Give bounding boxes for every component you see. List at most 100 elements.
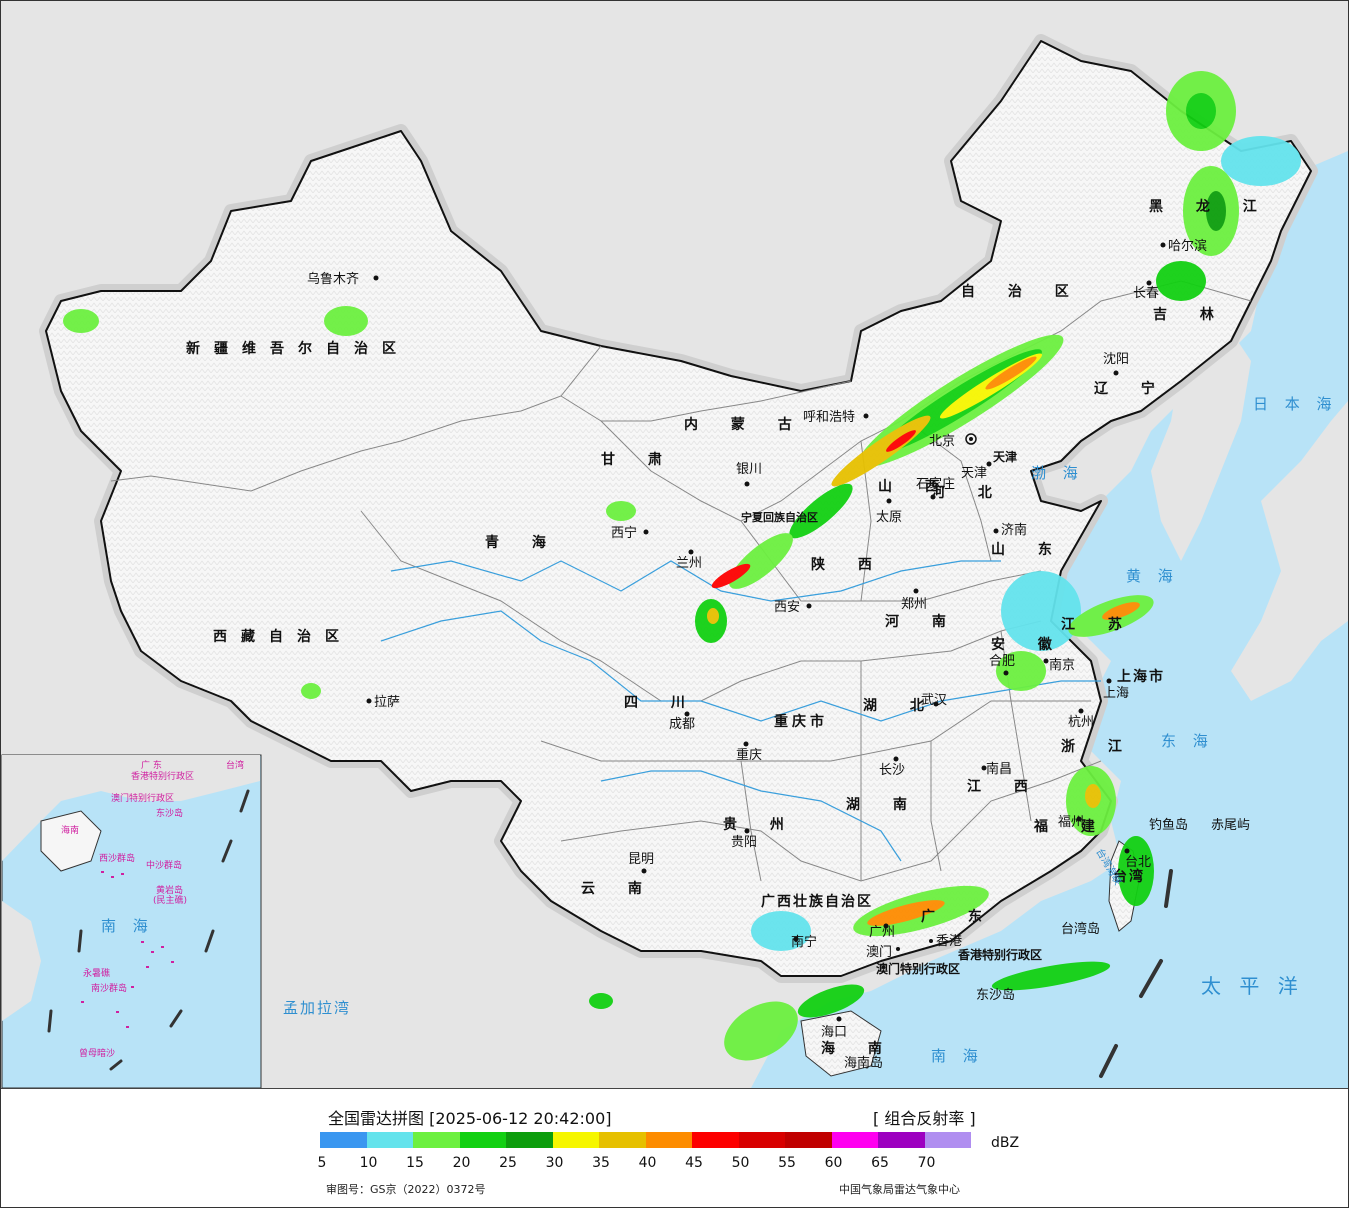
svg-text:香港: 香港 xyxy=(936,934,962,949)
province-jilin: 吉 林 xyxy=(1153,306,1228,323)
svg-text:济南: 济南 xyxy=(1001,522,1027,538)
province-shandong: 山 东 xyxy=(991,541,1066,558)
province-hubei: 湖 北 xyxy=(863,698,938,714)
legend-product: [ 组合反射率 ] xyxy=(873,1109,976,1128)
region-macau: 澳门特别行政区 xyxy=(876,961,960,976)
province-liaoning: 辽 宁 xyxy=(1094,380,1169,397)
city-hefei: 合肥 xyxy=(989,654,1015,676)
svg-text:西安: 西安 xyxy=(774,600,800,615)
china-land xyxy=(45,40,1312,977)
province-labels: 新疆维吾尔自治区 西藏自治区 青 海 甘 肃 内 蒙 古 自 治 区 黑 龙 江… xyxy=(186,198,1271,1057)
city-yinchuan: 银川 xyxy=(736,462,762,487)
city-shenyang: 沈阳 xyxy=(1103,352,1129,376)
sea-huanghai: 黄 海 xyxy=(1126,567,1179,585)
scale-swatch-4 xyxy=(506,1132,553,1148)
legend-unit: dBZ xyxy=(991,1135,1020,1151)
city-taiyuan: 太原 xyxy=(876,498,902,525)
inset-minzhu: (民主礁) xyxy=(153,894,187,906)
city-haikou: 海口 xyxy=(821,1016,847,1040)
svg-text:武汉: 武汉 xyxy=(921,693,947,708)
city-nanning: 南宁 xyxy=(791,934,817,950)
city-tianjin: 天津 xyxy=(961,461,992,481)
scale-swatch-13 xyxy=(924,1132,971,1148)
scale-swatch-8 xyxy=(692,1132,739,1148)
svg-text:成都: 成都 xyxy=(669,717,695,732)
sea-mengjialawan: 孟加拉湾 xyxy=(283,999,351,1017)
scale-swatch-9 xyxy=(738,1132,785,1148)
city-chongqing: 重庆 xyxy=(736,741,762,763)
scale-swatch-0 xyxy=(320,1132,367,1148)
scale-tick-25: 25 xyxy=(499,1155,517,1171)
city-zhengzhou: 郑州 xyxy=(901,588,927,612)
province-borders xyxy=(110,280,1252,882)
city-changsha: 长沙 xyxy=(879,756,905,778)
province-sichuan: 四 川 xyxy=(624,695,699,711)
svg-text:天津: 天津 xyxy=(961,466,987,481)
city-huhehaote: 呼和浩特 xyxy=(803,410,869,425)
city-taibei: 台北 xyxy=(1124,848,1151,870)
scale-swatch-5 xyxy=(552,1132,599,1148)
province-neimenggu-2: 自 治 区 xyxy=(961,283,1083,300)
inset-islands xyxy=(81,871,174,1028)
scale-tick-70: 70 xyxy=(917,1155,936,1171)
city-shijiazhuang: 石家庄 xyxy=(916,476,955,500)
svg-text:南宁: 南宁 xyxy=(791,934,817,950)
korea-japan-land xyxy=(1151,331,1348,701)
city-shanghai: 上海 xyxy=(1103,678,1129,701)
city-labels: 乌鲁木齐 拉萨 西宁 兰州 银川 呼和浩特 北京 天津 石家庄 太原 济南 郑州… xyxy=(307,238,1207,1040)
inset-macau: 澳门特别行政区 xyxy=(111,792,174,804)
legend-title: 全国雷达拼图 [2025-06-12 20:42:00] xyxy=(328,1109,612,1128)
svg-text:合肥: 合肥 xyxy=(989,654,1015,669)
inset-yongshu: 永暑礁 xyxy=(83,967,110,979)
island-taiwandao: 台湾岛 xyxy=(1061,921,1100,937)
echo-east-china xyxy=(996,571,1154,691)
scale-swatch-7 xyxy=(645,1132,692,1148)
scale-swatch-3 xyxy=(459,1132,506,1148)
province-tianjin: 天津 xyxy=(993,449,1017,464)
inset-zengmu: 曾母暗沙 xyxy=(79,1047,115,1059)
svg-text:西宁: 西宁 xyxy=(611,525,637,541)
city-changchun: 长春 xyxy=(1133,280,1159,301)
province-guangdong: 广 东 xyxy=(921,908,996,925)
scale-tick-65: 65 xyxy=(871,1155,889,1171)
svg-text:哈尔滨: 哈尔滨 xyxy=(1168,238,1207,254)
city-xian: 西安 xyxy=(774,600,812,615)
city-wuhan: 武汉 xyxy=(921,693,947,708)
city-xining: 西宁 xyxy=(611,525,649,541)
region-hk: 香港特别行政区 xyxy=(957,947,1042,962)
color-scale xyxy=(320,1132,971,1148)
svg-text:重庆: 重庆 xyxy=(736,747,762,763)
province-gansu: 甘 肃 xyxy=(601,451,676,468)
island-chiweiyu: 赤尾屿 xyxy=(1211,818,1250,833)
scale-swatch-6 xyxy=(599,1132,646,1148)
city-lanzhou: 兰州 xyxy=(676,549,702,571)
data-source: 中国气象局雷达气象中心 xyxy=(839,1183,960,1196)
rivers xyxy=(380,560,1101,862)
svg-text:广州: 广州 xyxy=(869,925,895,940)
province-anhui: 安 徽 xyxy=(991,636,1066,653)
sea-donghai: 东 海 xyxy=(1161,732,1214,750)
echo-west xyxy=(63,306,636,1009)
inset-hk: 香港特别行政区 xyxy=(131,770,194,782)
province-jiangsu: 江 苏 xyxy=(1061,616,1136,633)
scale-tick-55: 55 xyxy=(778,1155,796,1171)
svg-text:上海: 上海 xyxy=(1103,686,1129,701)
province-henan: 河 南 xyxy=(885,613,960,630)
scale-tick-20: 20 xyxy=(452,1155,471,1171)
inset-nansha: 南沙群岛 xyxy=(91,982,127,994)
svg-text:福州: 福州 xyxy=(1058,815,1084,830)
province-neimenggu: 内 蒙 古 xyxy=(684,416,806,433)
svg-text:南昌: 南昌 xyxy=(986,761,1012,777)
svg-text:澳门: 澳门 xyxy=(866,944,892,960)
city-hongkong: 香港 xyxy=(929,934,962,949)
scale-tick-35: 35 xyxy=(592,1155,610,1171)
svg-text:长沙: 长沙 xyxy=(879,763,905,778)
province-guangxi: 广西壮族自治区 xyxy=(761,893,873,910)
sea-nanhai: 南 海 xyxy=(931,1047,984,1065)
svg-text:南京: 南京 xyxy=(1049,657,1075,673)
province-heilongjiang: 黑 龙 江 xyxy=(1149,198,1271,215)
scale-tick-40: 40 xyxy=(638,1155,657,1171)
sea-bohai: 渤 海 xyxy=(1031,464,1084,482)
nine-dash-line xyxy=(1099,869,1173,1078)
